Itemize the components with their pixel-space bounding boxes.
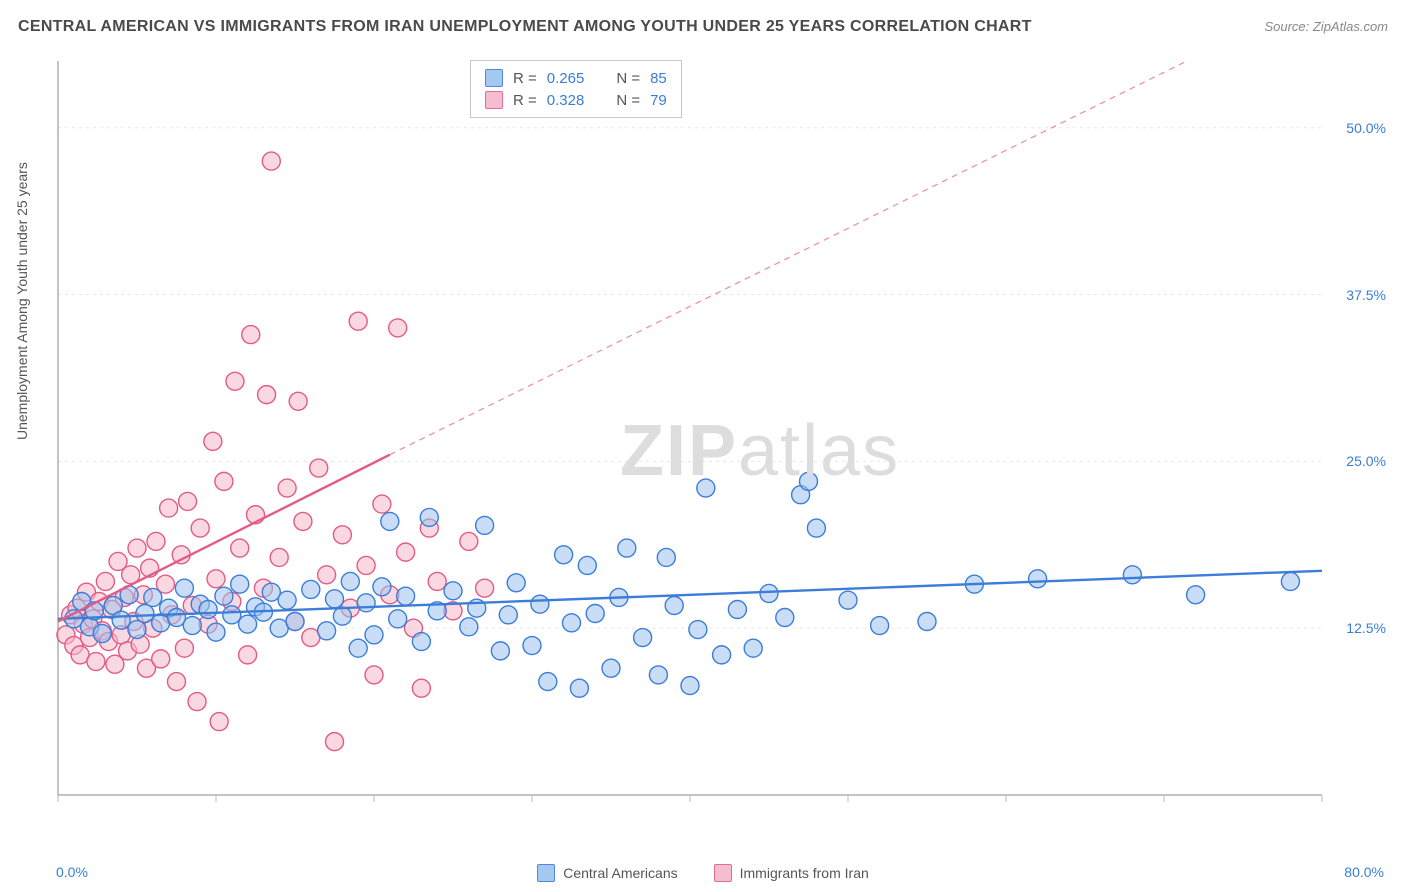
- scatter-chart-svg: [52, 55, 1382, 825]
- legend-swatch-icon: [714, 864, 732, 882]
- legend-swatch-icon: [485, 91, 503, 109]
- y-axis-label: Unemployment Among Youth under 25 years: [14, 162, 30, 440]
- legend-item-series-1: Immigrants from Iran: [714, 864, 869, 882]
- legend-swatch-icon: [537, 864, 555, 882]
- y-tick-label: 25.0%: [1346, 453, 1386, 469]
- legend-swatch-icon: [485, 69, 503, 87]
- stats-row-series-0: R = 0.265 N = 85: [485, 67, 667, 89]
- chart-title: CENTRAL AMERICAN VS IMMIGRANTS FROM IRAN…: [18, 18, 1032, 36]
- stats-row-series-1: R = 0.328 N = 79: [485, 89, 667, 111]
- y-tick-label: 37.5%: [1346, 287, 1386, 303]
- source-label: Source: ZipAtlas.com: [1264, 19, 1388, 34]
- y-tick-label: 12.5%: [1346, 620, 1386, 636]
- x-axis-max-label: 80.0%: [1344, 864, 1384, 880]
- chart-area: [52, 55, 1382, 825]
- bottom-legend: Central Americans Immigrants from Iran: [0, 864, 1406, 882]
- y-tick-label: 50.0%: [1346, 120, 1386, 136]
- stats-legend-box: R = 0.265 N = 85 R = 0.328 N = 79: [470, 60, 682, 118]
- legend-item-series-0: Central Americans: [537, 864, 677, 882]
